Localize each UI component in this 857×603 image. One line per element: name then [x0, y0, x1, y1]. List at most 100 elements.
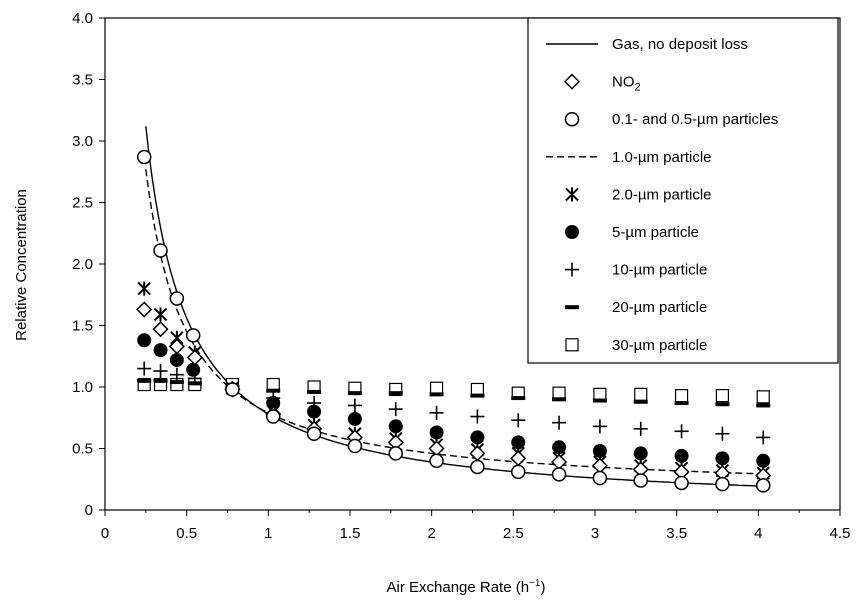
data-point-open-square [715, 389, 730, 403]
legend-symbol-open-square [565, 338, 579, 352]
solid-curve-gas [145, 126, 764, 487]
markers [136, 149, 772, 493]
data-point-open-circle [306, 426, 322, 441]
data-point-plus [715, 426, 730, 441]
data-point-bar [137, 378, 152, 383]
data-point-plus [169, 367, 184, 382]
data-point-open-circle [136, 149, 152, 165]
data-point-diamond [186, 349, 203, 366]
legend-item: 20-µm particle [565, 299, 707, 316]
legend-label: 0.1- and 0.5-µm particles [612, 111, 778, 128]
legend-item: 1.0-µm particle [546, 149, 712, 166]
data-point-plus [511, 413, 526, 428]
x-tick-label: 0 [101, 525, 109, 542]
data-point-filled-circle [674, 448, 689, 463]
data-point-open-square [634, 387, 648, 401]
data-point-open-circle [592, 470, 608, 486]
data-point-diamond [551, 453, 568, 471]
data-point-filled-circle [470, 430, 485, 445]
data-point-bar [307, 389, 322, 394]
data-point-plus [552, 415, 567, 430]
data-point-plus [388, 402, 403, 417]
data-point-asterisk [153, 307, 168, 322]
data-point-bar [169, 380, 184, 385]
data-point-open-circle [388, 446, 403, 461]
x-axis: 0 0.5 1 1.5 2 2.5 3 3.5 4 4.5 [101, 510, 850, 542]
x-tick-label: 4 [754, 525, 762, 542]
data-point-asterisk [137, 281, 151, 296]
data-point-open-square [756, 390, 770, 404]
data-point-diamond [510, 450, 527, 467]
y-tick-label: 3.0 [72, 133, 93, 150]
data-point-open-circle [347, 438, 363, 454]
legend-item: 30-µm particle [565, 337, 707, 354]
legend-symbol-diamond [563, 73, 581, 90]
y-tick-label: 1.0 [72, 379, 93, 396]
x-tick-label: 2.5 [503, 525, 524, 542]
data-point-open-circle [551, 467, 567, 482]
data-point-open-circle [153, 243, 168, 258]
data-point-filled-circle [307, 404, 322, 419]
legend-label: NO2 [612, 74, 641, 94]
data-point-plus [137, 361, 152, 376]
data-point-plus [674, 424, 689, 439]
y-tick-label: 2.0 [72, 256, 93, 273]
data-point-filled-circle [429, 425, 444, 440]
data-point-plus [429, 405, 444, 420]
legend-item: Gas, no deposit loss [546, 36, 748, 53]
data-point-open-square [674, 389, 689, 403]
data-point-bar [511, 396, 526, 401]
data-point-plus [470, 409, 485, 424]
data-point-open-circle [185, 328, 201, 343]
y-tick-label: 2.5 [72, 195, 93, 212]
data-point-open-circle [510, 464, 526, 480]
data-point-plus [756, 430, 771, 445]
data-point-bar [715, 402, 730, 407]
y-tick-label: 0.5 [72, 441, 93, 458]
data-point-open-circle [429, 453, 444, 469]
data-point-open-circle [169, 291, 185, 306]
legend-symbol-plus [565, 262, 579, 277]
data-point-filled-circle [137, 333, 152, 348]
data-point-diamond [591, 457, 608, 474]
legend-symbol-bar [565, 305, 579, 310]
data-point-open-circle [265, 409, 281, 424]
data-point-filled-circle [186, 362, 201, 377]
data-point-diamond [136, 301, 153, 318]
data-point-bar [266, 388, 281, 393]
legend-item: 5-µm particle [565, 224, 699, 241]
data-point-bar [347, 391, 362, 396]
y-axis: 0 0.5 1.0 1.5 2.0 2.5 3.0 3.5 4.0 [72, 10, 105, 519]
y-tick-label: 1.5 [72, 318, 93, 335]
data-point-filled-circle [633, 446, 648, 461]
data-point-open-circle [674, 475, 689, 491]
y-tick-label: 4.0 [72, 10, 93, 27]
data-point-filled-circle [347, 411, 362, 426]
data-point-open-circle [755, 478, 771, 493]
legend-label: 20-µm particle [612, 299, 707, 316]
legend-label: 2.0-µm particle [612, 186, 712, 203]
data-point-filled-circle [388, 419, 403, 434]
x-axis-title: Air Exchange Rate (h−1) [387, 578, 546, 596]
curves [145, 126, 764, 487]
data-point-open-circle [715, 476, 730, 492]
x-tick-label: 1.5 [340, 525, 361, 542]
data-point-plus [592, 419, 607, 434]
data-point-diamond [152, 321, 169, 338]
legend-symbol-asterisk [565, 187, 579, 202]
data-point-diamond [168, 338, 185, 355]
data-point-plus [347, 398, 362, 413]
x-tick-label: 0.5 [176, 525, 197, 542]
data-point-open-circle [225, 382, 240, 397]
data-point-filled-circle [153, 343, 168, 358]
data-point-plus [633, 421, 648, 436]
data-point-bar [756, 403, 771, 408]
data-point-plus [153, 364, 168, 379]
legend-label: 10-µm particle [612, 262, 707, 279]
data-point-bar [429, 392, 444, 397]
y-tick-label: 3.5 [72, 72, 93, 89]
x-tick-label: 3.5 [666, 525, 687, 542]
data-point-open-circle [633, 473, 648, 488]
data-point-filled-circle [756, 453, 771, 468]
